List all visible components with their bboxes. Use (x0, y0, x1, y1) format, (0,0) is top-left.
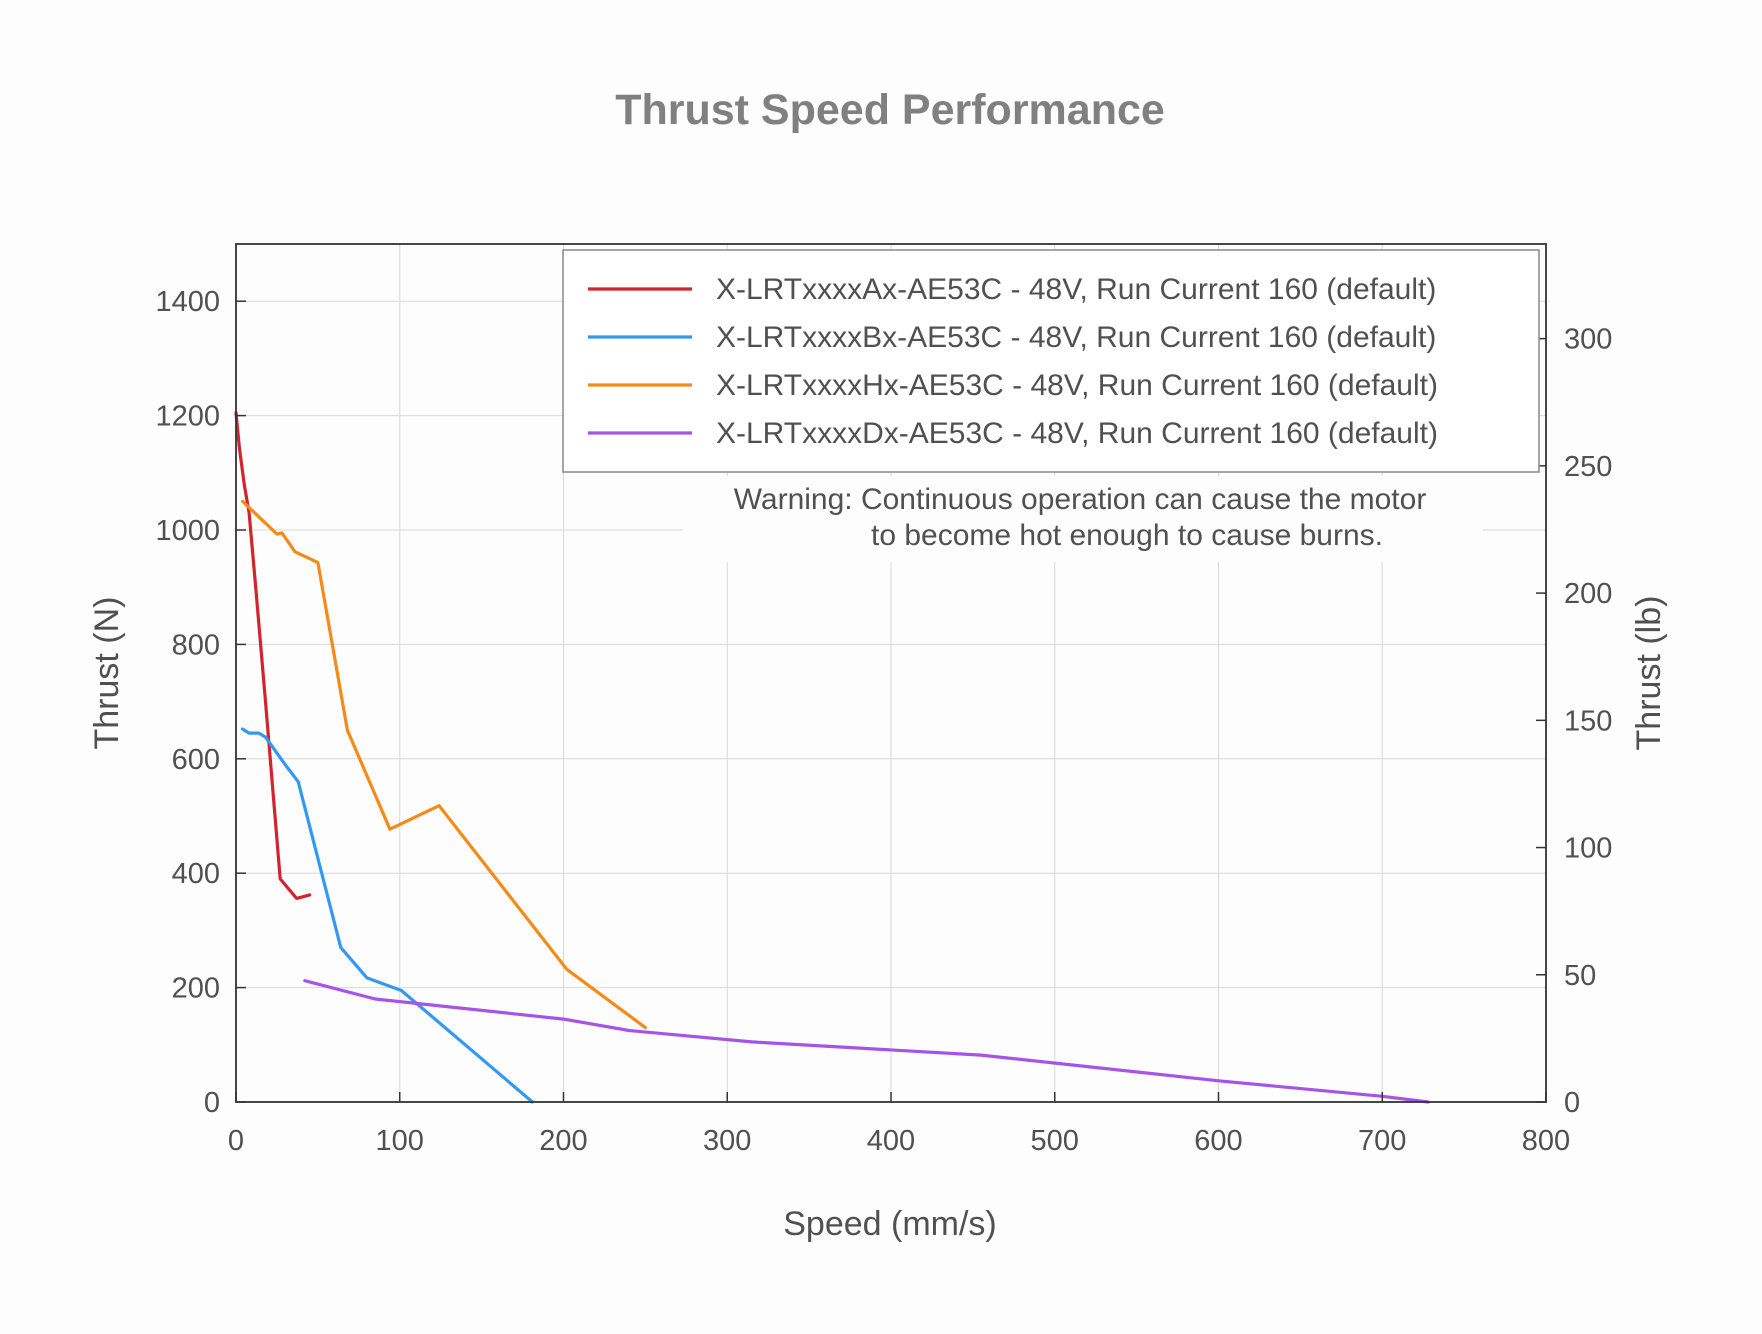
y2-axis-label: Thrust (lb) (1630, 596, 1668, 751)
legend: X-LRTxxxxAx-AE53C - 48V, Run Current 160… (562, 249, 1540, 473)
legend-box (562, 249, 1540, 473)
y2-tick-label: 300 (1564, 324, 1612, 356)
y2-tick-label: 250 (1564, 451, 1612, 483)
y2-tick-label: 50 (1564, 960, 1596, 992)
y2-tick-label: 150 (1564, 705, 1612, 737)
x-tick-label: 400 (867, 1125, 915, 1157)
y-tick-label: 1200 (155, 401, 220, 433)
x-tick-label: 300 (703, 1125, 751, 1157)
legend-label-1: X-LRTxxxxAx-AE53C - 48V, Run Current 160… (716, 273, 1436, 306)
x-tick-label: 0 (228, 1125, 244, 1157)
warning-annotation: Warning: Continuous operation can cause … (683, 476, 1483, 562)
series-line-4 (303, 979, 1430, 1104)
chart-title: Thrust Speed Performance (615, 86, 1165, 134)
legend-label-2: X-LRTxxxxBx-AE53C - 48V, Run Current 160… (716, 321, 1436, 354)
x-axis-label: Speed (mm/s) (783, 1205, 997, 1243)
y-axis-left: 0 200 400 600 800 1000 1200 1400 (155, 286, 246, 1119)
x-tick-label: 200 (539, 1125, 587, 1157)
x-tick-label: 100 (376, 1125, 424, 1157)
y-tick-label: 600 (172, 744, 220, 776)
y2-tick-label: 100 (1564, 833, 1612, 865)
series-line-2 (241, 727, 534, 1104)
warning-line-2: to become hot enough to cause burns. (871, 519, 1383, 552)
y-tick-label: 800 (172, 629, 220, 661)
series-line-1 (234, 411, 312, 900)
warning-line-1: Warning: Continuous operation can cause … (734, 483, 1427, 516)
x-tick-label: 600 (1194, 1125, 1242, 1157)
series-line-3 (241, 499, 647, 1030)
x-tick-label: 700 (1358, 1125, 1406, 1157)
y-tick-label: 400 (172, 858, 220, 890)
x-tick-label: 500 (1031, 1125, 1079, 1157)
y-axis-label: Thrust (N) (88, 597, 126, 750)
series-layer (234, 411, 1430, 1104)
legend-label-4: X-LRTxxxxDx-AE53C - 48V, Run Current 160… (716, 417, 1438, 450)
y-tick-label: 1000 (155, 515, 220, 547)
y-tick-label: 0 (204, 1087, 220, 1119)
y-tick-label: 200 (172, 973, 220, 1005)
y-tick-label: 1400 (155, 286, 220, 318)
x-axis: 0 100 200 300 400 500 600 700 800 (228, 1092, 1570, 1157)
y2-tick-label: 0 (1564, 1087, 1580, 1119)
x-tick-label: 800 (1522, 1125, 1570, 1157)
y-axis-right: 0 50 100 150 200 250 300 (1536, 324, 1612, 1119)
legend-label-3: X-LRTxxxxHx-AE53C - 48V, Run Current 160… (716, 369, 1438, 402)
legend-items: X-LRTxxxxAx-AE53C - 48V, Run Current 160… (588, 273, 1438, 450)
warning-background (683, 476, 1483, 562)
y2-tick-label: 200 (1564, 578, 1612, 610)
